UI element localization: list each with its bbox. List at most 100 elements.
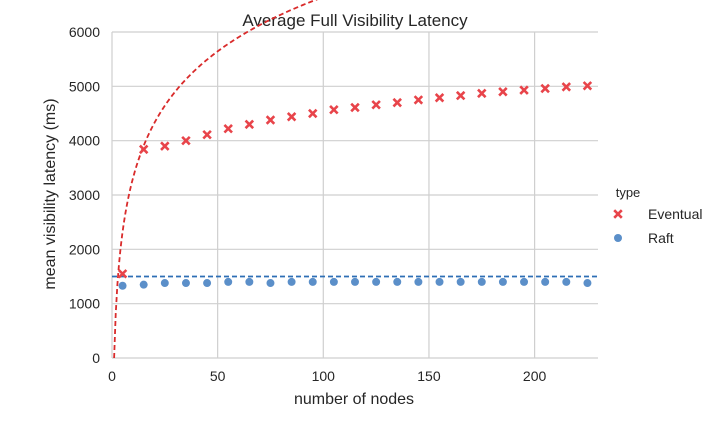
y-tick-label: 3000 (69, 187, 100, 203)
raft-point (393, 277, 402, 286)
eventual-point (498, 87, 508, 97)
raft-point (351, 277, 359, 286)
legend-label-raft: Raft (648, 230, 674, 246)
marker-stroke (286, 112, 297, 122)
raft-point (329, 277, 338, 286)
raft-point (520, 277, 529, 286)
marker-stroke (138, 144, 149, 155)
raft-point (118, 281, 127, 290)
x-tick-label: 150 (417, 368, 441, 384)
eventual-point (561, 82, 572, 92)
eventual-point (392, 97, 402, 108)
eventual-point (308, 108, 318, 119)
y-tick-label: 1000 (69, 296, 100, 312)
chart-title: Average Full Visibility Latency (242, 11, 468, 30)
marker-stroke (477, 88, 487, 99)
y-tick-label: 0 (92, 350, 100, 366)
eventual-point (477, 88, 487, 99)
legend-item-raft: Raft (614, 230, 674, 246)
legend-label-eventual: Eventual (648, 206, 702, 222)
marker-stroke (160, 141, 170, 151)
y-tick-label: 5000 (69, 78, 100, 94)
x-tick-label: 200 (523, 368, 547, 384)
marker-stroke (519, 85, 529, 95)
raft-point (224, 277, 233, 286)
y-tick-label: 6000 (69, 24, 100, 40)
raft-point (541, 277, 550, 286)
raft-point (498, 277, 507, 286)
marker-stroke (561, 82, 572, 92)
legend-marker-raft (614, 234, 622, 242)
y-tick-label: 4000 (69, 133, 100, 149)
eventual-point (138, 144, 149, 155)
raft-point (456, 277, 465, 286)
raft-point (181, 279, 190, 288)
eventual-point (117, 269, 128, 279)
marker-stroke (582, 81, 593, 91)
marker-stroke (434, 93, 445, 103)
marker-stroke (613, 209, 623, 219)
raft-point (372, 277, 381, 286)
legend-items: Eventual Raft (613, 206, 702, 246)
x-tick-label: 100 (312, 368, 336, 384)
raft-point (160, 279, 169, 288)
y-axis-label: mean visibility latency (ms) (42, 98, 59, 289)
eventual-point (350, 102, 360, 113)
marker-stroke (308, 108, 318, 119)
marker-stroke (202, 129, 212, 140)
legend-marker-eventual (613, 209, 623, 219)
raft-point (203, 279, 212, 288)
raft-point (583, 279, 592, 288)
raft-point (245, 277, 254, 286)
eventual-reference-curve (113, 0, 318, 359)
eventual-point (329, 104, 339, 115)
eventual-point (223, 123, 233, 134)
marker-stroke (540, 83, 550, 94)
legend-title: type (616, 185, 641, 200)
marker-stroke (350, 102, 360, 113)
raft-point (414, 277, 423, 286)
raft-point (139, 280, 148, 289)
x-tick-label: 50 (210, 368, 226, 384)
marker-stroke (181, 135, 191, 146)
legend-item-eventual: Eventual (613, 206, 702, 222)
legend: type Eventual Raft (613, 185, 702, 246)
marker-stroke (371, 100, 381, 110)
marker-stroke (223, 123, 233, 134)
grid-lines (111, 31, 598, 359)
eventual-point (181, 135, 191, 146)
eventual-point (519, 85, 529, 95)
reference-lines (112, 0, 598, 359)
eventual-point (202, 129, 212, 140)
eventual-point (265, 115, 276, 125)
eventual-point (244, 119, 255, 130)
eventual-point (413, 95, 424, 105)
raft-point (308, 277, 317, 286)
marker-stroke (498, 87, 508, 97)
raft-point (287, 277, 296, 286)
eventual-point (286, 112, 297, 122)
marker-stroke (413, 95, 424, 105)
marker-stroke (329, 104, 339, 115)
eventual-point (540, 83, 550, 94)
marker-stroke (392, 97, 402, 108)
y-tick-label: 2000 (69, 241, 100, 257)
raft-point (266, 279, 275, 288)
marker-stroke (265, 115, 276, 125)
raft-point (477, 277, 486, 286)
x-tick-label: 0 (108, 368, 116, 384)
eventual-point (160, 141, 170, 151)
marker-stroke (455, 90, 466, 101)
raft-point (435, 277, 444, 286)
eventual-point (434, 93, 445, 103)
eventual-point (582, 81, 593, 91)
data-points (117, 81, 593, 290)
eventual-point (455, 90, 466, 101)
raft-point (562, 277, 571, 286)
marker-stroke (117, 269, 128, 279)
x-axis-label: number of nodes (294, 391, 414, 408)
eventual-point (371, 100, 381, 110)
